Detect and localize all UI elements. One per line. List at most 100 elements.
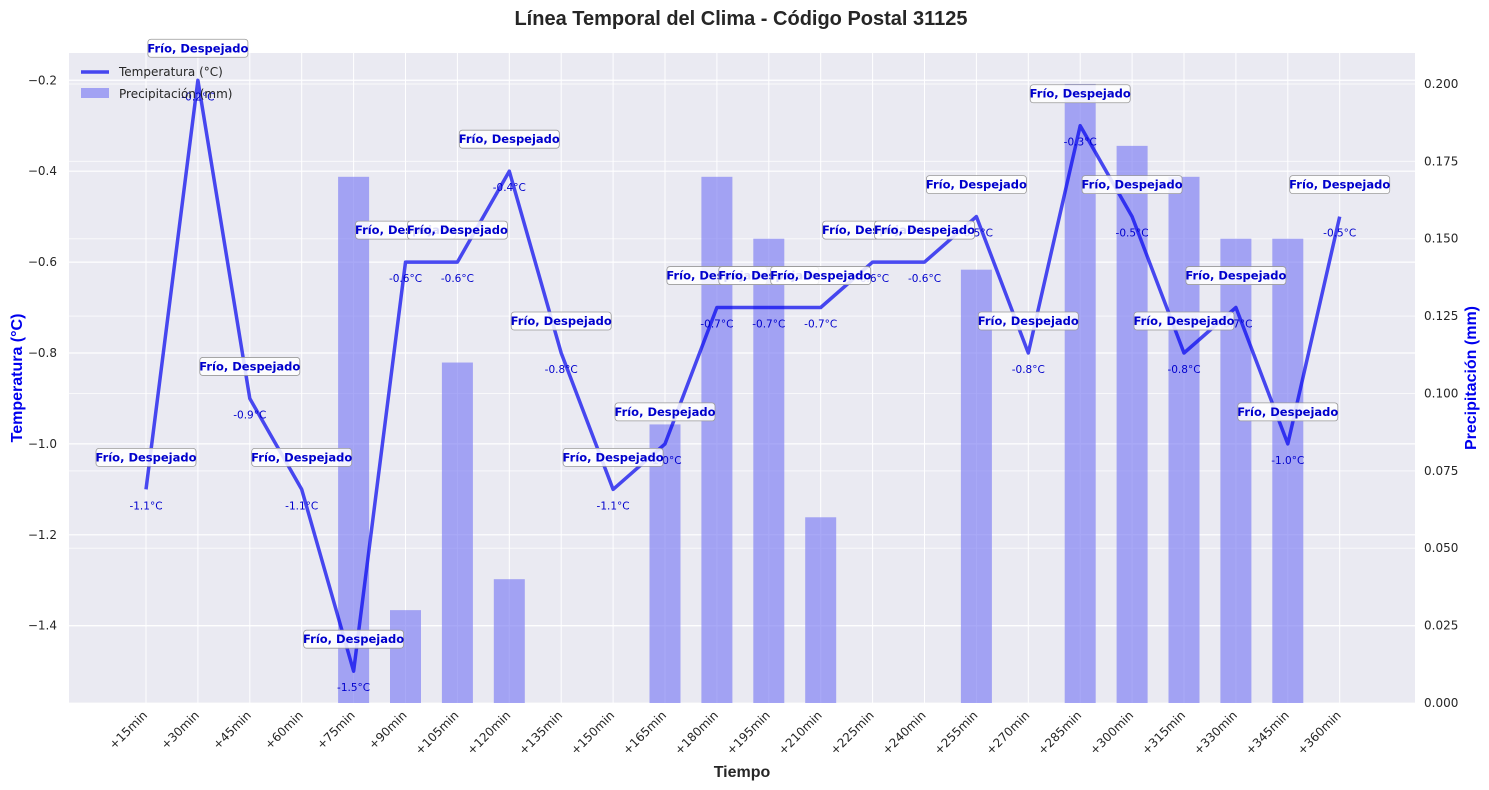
- condition-annotation: Frío, Despejado: [407, 220, 508, 240]
- temperature-data-label: -0.9°C: [233, 409, 266, 421]
- annotation-box: [977, 311, 1079, 331]
- plot-area: [69, 53, 1415, 703]
- x-tick-label: +195min: [724, 708, 773, 757]
- condition-annotation: Frío, Despejado: [251, 447, 353, 467]
- x-tick-label: +165min: [620, 708, 669, 757]
- annotation-box: [926, 175, 1027, 195]
- temperature-data-label: -1.1°C: [597, 500, 630, 512]
- annotation-box: [1081, 175, 1183, 195]
- temperature-data-label: -0.7°C: [700, 319, 733, 331]
- temperature-data-label: -0.6°C: [441, 273, 474, 285]
- annotation-box: [1237, 402, 1339, 422]
- annotation-text: Frío, Despejado: [303, 632, 404, 646]
- legend-label-temperature: Temperatura (°C): [118, 65, 223, 79]
- x-tick-label: +270min: [983, 708, 1032, 757]
- right-tick-label: 0.025: [1424, 619, 1458, 633]
- condition-annotation: Frío, Despejado: [458, 129, 560, 149]
- x-tick-label: +120min: [464, 708, 513, 757]
- temperature-data-label: -0.3°C: [1064, 137, 1097, 149]
- right-tick-label: 0.125: [1424, 309, 1458, 323]
- annotation-box: [614, 402, 716, 422]
- x-axis-ticks: +15min +30min +45min +60min +75min +90min +105…: [106, 708, 1344, 757]
- temperature-data-label: -0.2°C: [181, 91, 214, 103]
- annotation-box: [251, 447, 353, 467]
- condition-annotation: Frío, Despejado: [1030, 84, 1131, 104]
- annotation-box: [874, 220, 975, 240]
- precipitation-bar: [960, 269, 992, 703]
- right-tick-label: 0.200: [1424, 77, 1458, 91]
- annotation-box: [770, 266, 872, 285]
- precipitation-bar: [753, 238, 785, 703]
- x-tick-label: +150min: [568, 708, 617, 757]
- x-tick-label: +135min: [516, 708, 565, 757]
- precipitation-bar: [701, 176, 733, 704]
- annotation-text: Frío, Despejado: [199, 359, 300, 373]
- condition-annotation: Frío, Despejado: [926, 175, 1027, 195]
- annotation-text: Frío, Despejado: [511, 314, 612, 328]
- temperature-data-label: -0.6°C: [908, 273, 941, 285]
- annotation-text: Frío, Despejado: [1237, 405, 1338, 419]
- condition-annotation: Frío, Despejado: [770, 266, 872, 285]
- legend-bar-swatch: [81, 88, 109, 98]
- x-tick-label: +105min: [412, 708, 461, 757]
- annotation-box: [95, 447, 197, 467]
- annotation-box: [562, 447, 664, 467]
- condition-annotations: Frío, Despejado Frío, Despejado Frío, Desp…: [95, 38, 1391, 649]
- x-tick-label: +300min: [1087, 708, 1136, 757]
- left-axis-label: Temperatura (°C): [9, 314, 26, 443]
- annotation-text: Frío, Despejado: [95, 450, 196, 464]
- x-tick-label: +75min: [314, 708, 358, 752]
- x-tick-label: +210min: [776, 708, 825, 757]
- left-tick-label: −1.4: [28, 619, 57, 633]
- x-tick-label: +30min: [158, 708, 202, 752]
- condition-annotation: Frío, Despejado: [614, 402, 716, 422]
- annotation-text: Frío, Despejado: [563, 450, 664, 464]
- annotation-text: Frío, Despejado: [874, 223, 975, 237]
- x-axis-label: Tiempo: [714, 764, 771, 781]
- temperature-data-label: -0.8°C: [1167, 364, 1200, 376]
- temperature-data-label: -0.7°C: [804, 319, 837, 331]
- annotation-box: [1289, 175, 1391, 195]
- temperature-data-label: -0.6°C: [389, 273, 422, 285]
- left-tick-label: −0.6: [28, 255, 57, 269]
- condition-annotation: Frío, Despejado: [874, 220, 975, 240]
- legend: Temperatura (°C) Precipitación (mm): [81, 65, 232, 101]
- precipitation-bar: [441, 362, 473, 703]
- temperature-data-label: -0.5°C: [1116, 228, 1149, 240]
- chart-title: Línea Temporal del Clima - Código Postal…: [514, 8, 967, 30]
- annotation-text: Frío, Despejado: [147, 41, 248, 55]
- temperature-data-label: -0.8°C: [1012, 364, 1045, 376]
- left-tick-label: −0.4: [28, 164, 57, 178]
- right-tick-label: 0.150: [1424, 232, 1458, 246]
- annotation-text: Frío, Despejado: [926, 178, 1027, 192]
- condition-annotation: Frío, Despejado: [562, 447, 664, 467]
- condition-annotation: Frío, Despejado: [1133, 311, 1235, 331]
- x-tick-label: +240min: [879, 708, 928, 757]
- annotation-box: [303, 629, 405, 649]
- temperature-data-label: -0.8°C: [545, 364, 578, 376]
- temperature-data-label: -1.0°C: [1271, 455, 1304, 467]
- precipitation-bar: [390, 610, 421, 703]
- x-tick-label: +45min: [210, 708, 254, 752]
- condition-annotation: Frío, Despejado: [1081, 175, 1183, 195]
- annotation-text: Frío, Despejado: [1133, 314, 1234, 328]
- temperature-data-label: -1.1°C: [285, 500, 318, 512]
- x-tick-label: +255min: [931, 708, 980, 757]
- right-axis-label: Precipitación (mm): [1463, 306, 1480, 450]
- left-tick-label: −1.0: [28, 437, 57, 451]
- precipitation-bar: [805, 517, 837, 703]
- temperature-data-label: -0.7°C: [752, 319, 785, 331]
- x-tick-label: +345min: [1243, 708, 1292, 757]
- right-tick-label: 0.000: [1424, 696, 1458, 710]
- x-tick-label: +285min: [1035, 708, 1084, 757]
- precipitation-bar: [1168, 176, 1200, 704]
- condition-annotation: Frío, Despejado: [95, 447, 197, 467]
- annotation-box: [458, 129, 560, 149]
- condition-annotation: Frío, Despejado: [511, 311, 612, 331]
- temperature-data-label: -1.1°C: [129, 500, 162, 512]
- condition-annotation: Frío, Despejado: [147, 38, 249, 58]
- annotation-box: [199, 357, 301, 376]
- temperature-data-label: -1.5°C: [337, 682, 370, 694]
- annotation-text: Frío, Despejado: [770, 269, 871, 283]
- precipitation-bars: [338, 83, 1304, 704]
